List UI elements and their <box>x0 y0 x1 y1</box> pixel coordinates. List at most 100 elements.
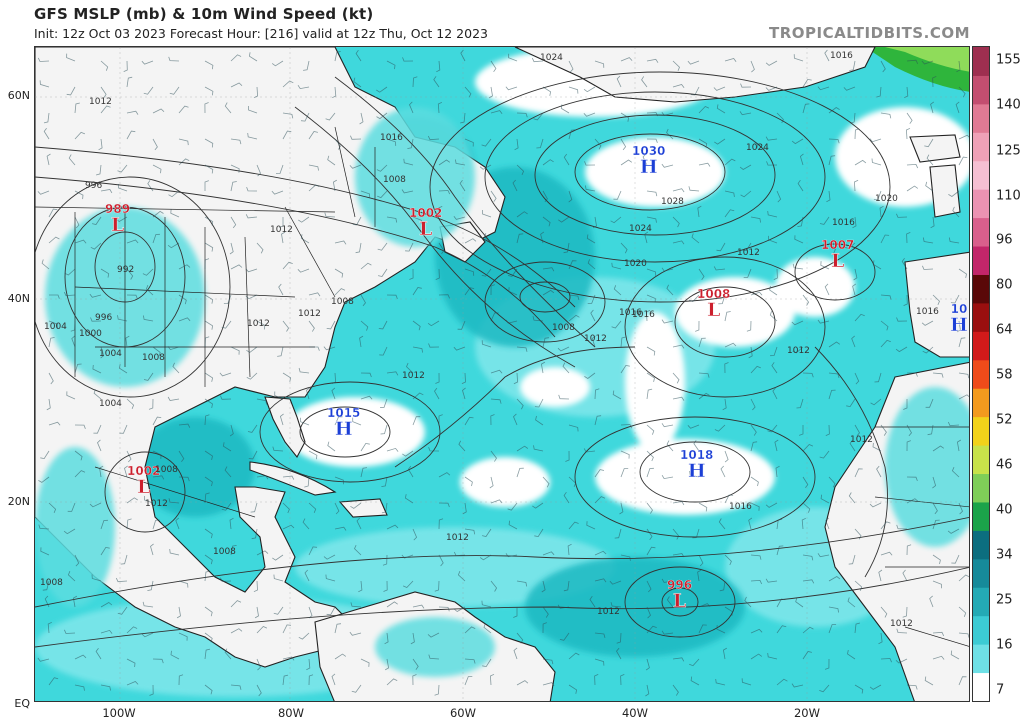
wind-barb <box>828 476 836 488</box>
wind-barb <box>272 554 284 561</box>
wind-barb <box>590 309 596 322</box>
wind-barb <box>880 294 892 300</box>
wind-barb <box>331 372 337 385</box>
isobar-label: 1024 <box>540 53 563 63</box>
wind-barb <box>507 502 518 511</box>
wind-barb <box>100 189 113 194</box>
wind-barb <box>68 154 76 166</box>
wind-barb <box>775 465 780 478</box>
wind-barb <box>381 502 388 514</box>
wind-barb <box>43 112 50 124</box>
isobar-label: 1012 <box>402 371 425 381</box>
wind-barb <box>594 550 607 556</box>
wind-barb <box>178 476 190 482</box>
wind-barb <box>594 578 607 583</box>
wind-barb <box>204 492 210 504</box>
wind-barb <box>379 398 388 408</box>
wind-barb <box>143 86 154 95</box>
wind-barb <box>323 554 336 560</box>
wind-barb <box>672 372 680 384</box>
wind-barb <box>66 391 76 400</box>
isobar-label: 1020 <box>624 259 647 269</box>
wind-barb <box>594 388 600 400</box>
wind-barb <box>152 519 160 530</box>
wind-barb <box>360 467 368 478</box>
wind-barb <box>771 362 778 374</box>
wind-barb <box>796 398 804 409</box>
wind-barb <box>750 628 763 634</box>
isobar-label: 1020 <box>875 194 898 204</box>
wind-barb <box>516 632 524 644</box>
wind-barb <box>619 502 624 515</box>
wind-barb <box>906 544 912 556</box>
wind-barb <box>230 164 240 173</box>
wind-barb <box>464 528 476 535</box>
wind-barb <box>698 603 711 608</box>
isobar-label: 1008 <box>40 578 63 588</box>
wind-barb <box>766 161 778 166</box>
wind-barb <box>646 372 655 382</box>
isobar-label: 1016 <box>832 218 855 228</box>
wind-barb <box>352 417 362 426</box>
wind-barb <box>204 138 214 148</box>
wind-barb <box>404 494 414 504</box>
wind-barb <box>905 127 911 140</box>
wind-barb <box>246 372 258 380</box>
wind-barb <box>587 294 596 304</box>
wind-barb <box>698 372 710 378</box>
wind-barb <box>334 240 347 245</box>
wind-barb <box>281 231 286 244</box>
wind-barb <box>672 60 680 72</box>
wind-barb <box>740 83 752 88</box>
wind-barb <box>282 656 295 661</box>
wind-barb <box>922 237 934 244</box>
wind-barb <box>282 674 289 686</box>
isobar-label: 1012 <box>89 97 112 107</box>
wind-barb <box>924 138 934 148</box>
wind-barb <box>74 190 84 200</box>
wind-barb <box>334 476 344 485</box>
wind-barb <box>412 528 418 541</box>
colorbar-tick: 140 <box>996 97 1021 113</box>
wind-barb <box>464 268 475 276</box>
wind-barb <box>464 626 476 634</box>
wind-barb <box>932 655 945 660</box>
wind-barb <box>74 654 87 660</box>
wind-barb <box>817 319 830 324</box>
wind-barb <box>282 80 294 88</box>
wind-barb <box>748 517 753 530</box>
lon-label: 40W <box>621 706 649 720</box>
wind-barb <box>464 287 475 296</box>
isobar-label: 1008 <box>142 353 165 363</box>
wind-barb <box>854 159 867 166</box>
wind-barb <box>274 391 284 400</box>
wind-barb <box>880 521 891 530</box>
wind-barb <box>646 268 657 276</box>
wind-barb <box>932 76 937 88</box>
wind-barb <box>277 346 284 357</box>
isobar-label: 1024 <box>746 143 769 153</box>
wind-barb <box>767 652 778 660</box>
wind-barb <box>848 554 856 565</box>
wind-barb <box>464 416 474 426</box>
wind-barb <box>178 294 187 305</box>
wind-barb <box>672 344 685 349</box>
wind-barb <box>902 606 908 618</box>
wind-barb <box>152 210 164 218</box>
wind-barb <box>325 112 336 121</box>
wind-barb <box>742 242 752 252</box>
wind-barb <box>672 501 685 506</box>
wind-barb <box>95 164 102 176</box>
lat-label: 40N <box>7 292 30 305</box>
wind-barb <box>168 56 180 62</box>
wind-barb <box>458 440 466 452</box>
wind-barb <box>300 112 310 122</box>
wind-barb <box>97 439 102 452</box>
wind-barb <box>802 444 814 452</box>
wind-barb <box>750 441 758 452</box>
wind-barb <box>765 86 778 91</box>
wind-barb <box>795 597 804 608</box>
wind-barb <box>118 183 128 192</box>
wind-barb <box>592 216 597 229</box>
wind-barb <box>958 268 967 278</box>
